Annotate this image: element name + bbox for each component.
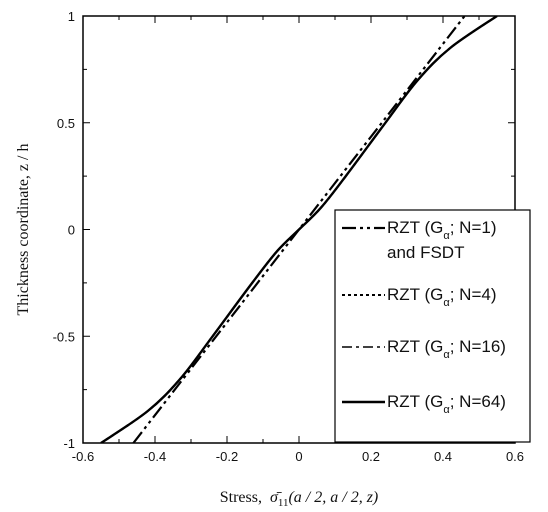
series-line-3 xyxy=(100,16,498,443)
series-layer xyxy=(100,16,498,443)
legend-label-0: RZT (Gα; N=1) xyxy=(387,218,497,242)
legend-label-1: RZT (Gα; N=4) xyxy=(387,285,497,309)
legend: RZT (Gα; N=1)and FSDT RZT (Gα; N=4) RZT (G… xyxy=(334,209,531,443)
x-tick-label: -0.2 xyxy=(216,449,238,464)
axis-labels: Stress, σ̄11(a / 2, a / 2, z) Thickness co… xyxy=(15,144,378,509)
y-tick-label: -0.5 xyxy=(53,329,75,344)
x-axis-title: Stress, σ̄11(a / 2, a / 2, z) xyxy=(220,489,379,509)
series-line-0 xyxy=(132,16,466,443)
y-tick-label: -1 xyxy=(63,436,75,451)
legend-label-3: RZT (Gα; N=64) xyxy=(387,392,506,416)
x-tick-label: -0.6 xyxy=(72,449,94,464)
x-tick-label: 0 xyxy=(295,449,302,464)
y-axis-title: Thickness coordinate, z / h xyxy=(15,144,32,316)
x-tick-label: 0.4 xyxy=(434,449,452,464)
legend-box xyxy=(334,209,531,443)
y-tick-label: 0 xyxy=(68,223,75,238)
legend-label-line2-0: and FSDT xyxy=(387,243,464,262)
y-tick-label: 0.5 xyxy=(57,116,75,131)
x-tick-label: -0.4 xyxy=(144,449,166,464)
x-tick-label: 0.6 xyxy=(506,449,524,464)
y-tick-label: 1 xyxy=(68,9,75,24)
x-tick-label: 0.2 xyxy=(362,449,380,464)
legend-label-2: RZT (Gα; N=16) xyxy=(387,337,506,361)
